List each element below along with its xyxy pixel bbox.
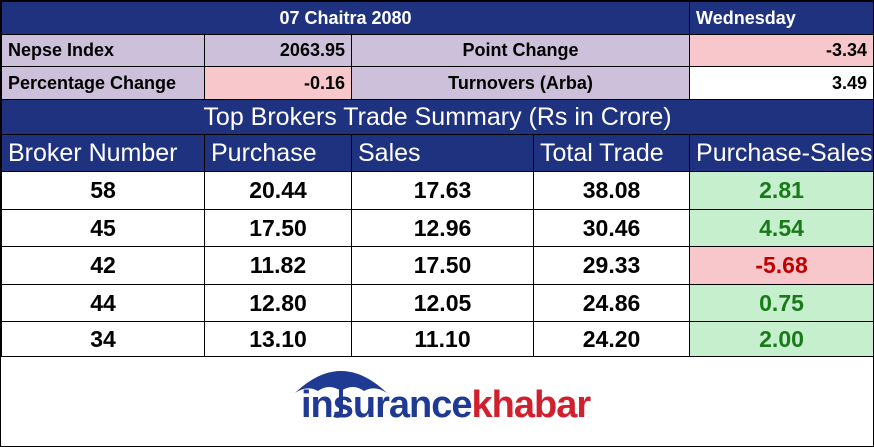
cell: 17.50 bbox=[351, 246, 534, 285]
cell: 45 bbox=[1, 209, 205, 247]
value: -3.34 bbox=[689, 34, 874, 67]
cell: 42 bbox=[1, 246, 205, 285]
date-row: 07 Chaitra 2080 Wednesday bbox=[0, 1, 874, 35]
cell: 58 bbox=[1, 171, 205, 210]
column-header: Sales bbox=[351, 134, 534, 172]
value: 2063.95 bbox=[204, 34, 352, 67]
cell: 20.44 bbox=[204, 171, 352, 210]
column-header: Purchase bbox=[204, 134, 352, 172]
cell: 12.96 bbox=[351, 209, 534, 247]
data-row: 42 11.82 17.50 29.33 -5.68 bbox=[1, 246, 874, 285]
summary-table: 07 Chaitra 2080 Wednesday Nepse Index 20… bbox=[0, 1, 874, 357]
cell: 24.20 bbox=[532, 321, 691, 357]
cell: 0.75 bbox=[689, 284, 874, 322]
cell: -5.68 bbox=[689, 246, 874, 285]
cell: 24.86 bbox=[532, 284, 691, 322]
column-header: Broker Number bbox=[1, 134, 205, 172]
index-row: Nepse Index 2063.95 Point Change -3.34 bbox=[1, 34, 874, 67]
cell: 2.81 bbox=[689, 171, 874, 210]
label: Turnovers (Arba) bbox=[350, 66, 691, 100]
cell: 44 bbox=[1, 284, 205, 322]
title-row: Top Brokers Trade Summary (Rs in Crore) bbox=[0, 99, 874, 135]
change-row: Percentage Change -0.16 Turnovers (Arba)… bbox=[1, 66, 874, 100]
label: Nepse Index bbox=[1, 34, 205, 67]
table-title: Top Brokers Trade Summary (Rs in Crore) bbox=[0, 99, 874, 135]
cell: 30.46 bbox=[532, 209, 691, 247]
label: Percentage Change bbox=[1, 66, 205, 100]
cell: 11.82 bbox=[204, 246, 352, 285]
cell: 29.33 bbox=[532, 246, 691, 285]
cell: 12.80 bbox=[204, 284, 352, 322]
cell: 13.10 bbox=[204, 321, 352, 357]
logo-part: insurance bbox=[301, 384, 472, 426]
data-row: 44 12.80 12.05 24.86 0.75 bbox=[1, 284, 874, 322]
cell: 12.05 bbox=[351, 284, 534, 322]
data-row: 45 17.50 12.96 30.46 4.54 bbox=[1, 209, 874, 247]
column-header: Purchase-Sales bbox=[689, 134, 874, 172]
umbrella-icon bbox=[295, 371, 387, 418]
logo-part: khabar bbox=[472, 384, 592, 426]
logo: insurancekhabar bbox=[295, 371, 592, 426]
cell: 2.00 bbox=[689, 321, 874, 357]
cell: 4.54 bbox=[689, 209, 874, 247]
cell: 17.63 bbox=[351, 171, 534, 210]
date: 07 Chaitra 2080 bbox=[0, 1, 691, 35]
column-header: Total Trade bbox=[532, 134, 691, 172]
cell: 38.08 bbox=[532, 171, 691, 210]
label: Point Change bbox=[350, 34, 691, 67]
cell: 34 bbox=[1, 321, 205, 357]
data-row: 34 13.10 11.10 24.20 2.00 bbox=[1, 321, 874, 357]
cell: 17.50 bbox=[204, 209, 352, 247]
value: -0.16 bbox=[204, 66, 352, 100]
logo-text: insurancekhabar bbox=[301, 384, 591, 426]
cell: 11.10 bbox=[351, 321, 534, 357]
column-header-row: Broker Number Purchase Sales Total Trade Pur… bbox=[1, 134, 874, 172]
day: Wednesday bbox=[689, 1, 874, 35]
data-row: 58 20.44 17.63 38.08 2.81 bbox=[1, 171, 874, 210]
value: 3.49 bbox=[689, 66, 874, 100]
